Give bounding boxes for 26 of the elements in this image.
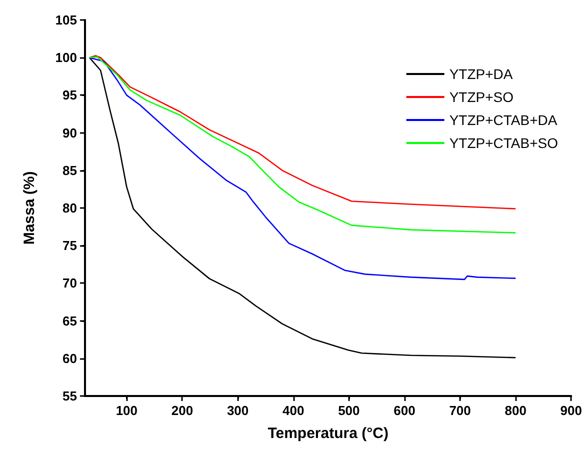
y-tick-label: 60 xyxy=(62,350,77,366)
y-tick-label: 100 xyxy=(55,50,77,66)
legend-label: YTZP+DA xyxy=(449,66,514,82)
x-tick-label: 900 xyxy=(560,403,582,418)
x-axis-title: Temperatura (°C) xyxy=(268,425,388,442)
y-tick-label: 70 xyxy=(62,276,77,291)
x-tick-label: 200 xyxy=(171,403,194,418)
x-tick-label: 800 xyxy=(504,403,526,418)
y-tick-label: 90 xyxy=(62,125,77,140)
y-tick-label: 75 xyxy=(62,238,77,254)
legend-label: YTZP+CTAB+DA xyxy=(449,112,558,128)
x-tick-label: 500 xyxy=(338,403,360,418)
legend-label: YTZP+SO xyxy=(449,89,514,105)
x-tick-label: 400 xyxy=(282,403,304,418)
x-tick-label: 700 xyxy=(449,403,471,418)
y-tick-label: 105 xyxy=(55,12,77,28)
legend-label: YTZP+CTAB+SO xyxy=(449,135,558,151)
x-tick-label: 300 xyxy=(226,403,249,418)
y-tick-label: 95 xyxy=(62,88,77,103)
x-tick-label: 100 xyxy=(116,403,138,418)
y-tick-label: 55 xyxy=(62,388,77,404)
y-axis-title: Massa (%) xyxy=(21,171,38,245)
y-tick-label: 65 xyxy=(62,313,77,328)
y-tick-label: 85 xyxy=(62,162,77,178)
x-tick-label: 600 xyxy=(394,403,416,418)
y-tick-label: 80 xyxy=(62,200,77,216)
